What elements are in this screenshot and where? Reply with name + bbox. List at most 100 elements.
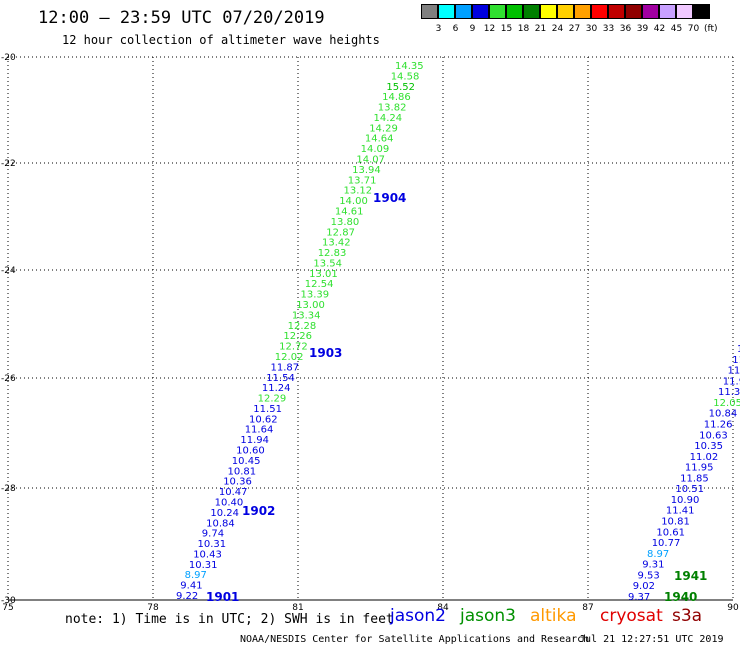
legend-swatch bbox=[693, 4, 710, 19]
legend-swatch bbox=[540, 4, 557, 19]
wave-height-value: 13.01 bbox=[309, 269, 338, 280]
wave-height-value: 13.82 bbox=[378, 103, 407, 114]
wave-height-value: 10.81 bbox=[661, 517, 690, 528]
time-label: 1940 bbox=[664, 590, 697, 604]
legend-unit: (ft) bbox=[704, 24, 718, 34]
wave-height-value: 14.58 bbox=[391, 71, 420, 82]
wave-height-value: 14.86 bbox=[382, 92, 411, 103]
latitude-tick-label: -20 bbox=[1, 53, 16, 63]
legend-level-label: 30 bbox=[585, 24, 598, 34]
wave-height-value: 12.28 bbox=[288, 321, 317, 332]
wave-height-value: 8.97 bbox=[185, 570, 207, 581]
legend-cryosat: cryosat bbox=[600, 606, 663, 626]
wave-height-value: 11.64 bbox=[245, 425, 274, 436]
wave-height-value: 13.42 bbox=[322, 238, 351, 249]
wave-height-value: 10.81 bbox=[228, 466, 257, 477]
legend-swatch bbox=[574, 4, 591, 19]
longitude-tick-label: 87 bbox=[582, 603, 593, 613]
wave-height-value: 12.54 bbox=[305, 279, 334, 290]
wave-height-value: 10.90 bbox=[671, 495, 700, 506]
wave-height-value: 9.31 bbox=[642, 560, 664, 571]
wave-height-value: 13.94 bbox=[352, 165, 381, 176]
legend-swatch bbox=[421, 4, 438, 19]
wave-height-value: 9.53 bbox=[638, 570, 660, 581]
left-track-values: 14.3514.5815.5214.8613.8214.2414.2914.64… bbox=[176, 61, 424, 602]
wave-height-value: 10.51 bbox=[675, 484, 704, 495]
wave-height-value: 13.54 bbox=[313, 259, 342, 270]
legend-swatch bbox=[506, 4, 523, 19]
time-label: 1904 bbox=[373, 191, 406, 205]
longitude-tick-label: 75 bbox=[2, 603, 13, 613]
wave-height-value: 10.36 bbox=[223, 477, 252, 488]
legend-level-label: 36 bbox=[619, 24, 632, 34]
wave-height-value: 10.47 bbox=[219, 487, 248, 498]
wave-height-value: 14.29 bbox=[369, 123, 398, 134]
time-label: 1941 bbox=[674, 569, 707, 583]
wave-height-value: 10.60 bbox=[236, 446, 265, 457]
legend-jason3: jason3 bbox=[460, 606, 516, 626]
legend-level-label: 18 bbox=[517, 24, 530, 34]
legend-s3a: s3a bbox=[672, 606, 703, 626]
legend-level-label: 33 bbox=[602, 24, 615, 34]
wave-height-value: 11.85 bbox=[680, 473, 709, 484]
wave-height-value: 13.00 bbox=[296, 300, 325, 311]
wave-height-value: 11.32 bbox=[718, 387, 740, 398]
wave-height-value: 10.24 bbox=[210, 508, 239, 519]
timestamp-text: Jul 21 12:27:51 UTC 2019 bbox=[579, 634, 724, 645]
legend-swatch bbox=[557, 4, 574, 19]
wave-height-value: 13.80 bbox=[331, 217, 360, 228]
legend-level-label: 39 bbox=[636, 24, 649, 34]
wave-height-value: 10.31 bbox=[198, 539, 227, 550]
legend-swatch bbox=[438, 4, 455, 19]
legend-swatch bbox=[472, 4, 489, 19]
legend-swatch bbox=[659, 4, 676, 19]
legend-swatch bbox=[591, 4, 608, 19]
wave-height-value: 12.83 bbox=[318, 248, 347, 259]
legend-level-label: 3 bbox=[435, 24, 442, 34]
wave-height-value: 10.63 bbox=[699, 430, 728, 441]
legend-swatch bbox=[523, 4, 540, 19]
wave-height-value: 13.39 bbox=[301, 290, 330, 301]
legend-swatch bbox=[455, 4, 472, 19]
chart-title: 12:00 – 23:59 UTC 07/20/2019 bbox=[38, 8, 325, 28]
wave-height-value: 12.26 bbox=[283, 331, 312, 342]
latitude-tick-label: -26 bbox=[1, 374, 16, 384]
legend-swatch bbox=[676, 4, 693, 19]
longitude-tick-label: 81 bbox=[292, 603, 303, 613]
legend-level-label: 6 bbox=[452, 24, 459, 34]
wave-height-value: 10.62 bbox=[249, 414, 278, 425]
wave-height-value: 12.29 bbox=[258, 394, 287, 405]
legend-level-label: 42 bbox=[653, 24, 666, 34]
wave-height-value: 14.61 bbox=[335, 207, 364, 218]
wave-height-value: 13.71 bbox=[348, 175, 377, 186]
time-label: 1901 bbox=[206, 590, 239, 604]
wave-height-value: 13.12 bbox=[344, 186, 373, 197]
legend-swatch bbox=[642, 4, 659, 19]
wave-height-value: 11.51 bbox=[253, 404, 282, 415]
wave-height-value: 12.05 bbox=[713, 398, 740, 409]
legend-level-label: 24 bbox=[551, 24, 564, 34]
wave-height-value: 12.72 bbox=[279, 342, 308, 353]
legend-level-label: 45 bbox=[670, 24, 683, 34]
wave-height-value: 15.52 bbox=[386, 82, 415, 93]
credit-text: NOAA/NESDIS Center for Satellite Applica… bbox=[240, 634, 590, 645]
wave-height-value: 9.37 bbox=[628, 592, 650, 603]
wave-height-value: 14.07 bbox=[356, 155, 385, 166]
legend-swatch bbox=[608, 4, 625, 19]
latitude-tick-label: -30 bbox=[1, 596, 16, 606]
latitude-tick-label: -22 bbox=[1, 159, 16, 169]
wave-height-value: 11.94 bbox=[240, 435, 269, 446]
wave-height-value: 10.61 bbox=[656, 527, 685, 538]
wave-height-value: 10.31 bbox=[189, 560, 218, 571]
wave-height-value: 14.24 bbox=[374, 113, 403, 124]
latitude-tick-label: -24 bbox=[1, 266, 16, 276]
wave-height-value: 11.95 bbox=[685, 463, 714, 474]
chart-subtitle: 12 hour collection of altimeter wave hei… bbox=[62, 33, 380, 47]
wave-height-value: 11.02 bbox=[690, 452, 719, 463]
wave-height-value: 11.9 bbox=[723, 376, 740, 387]
footer-note: note: 1) Time is in UTC; 2) SWH is in fe… bbox=[65, 612, 394, 627]
wave-height-value: 11.54 bbox=[266, 373, 295, 384]
time-label: 1903 bbox=[309, 346, 342, 360]
wave-height-value: 11 bbox=[737, 344, 740, 355]
wave-height-value: 14.35 bbox=[395, 61, 424, 72]
